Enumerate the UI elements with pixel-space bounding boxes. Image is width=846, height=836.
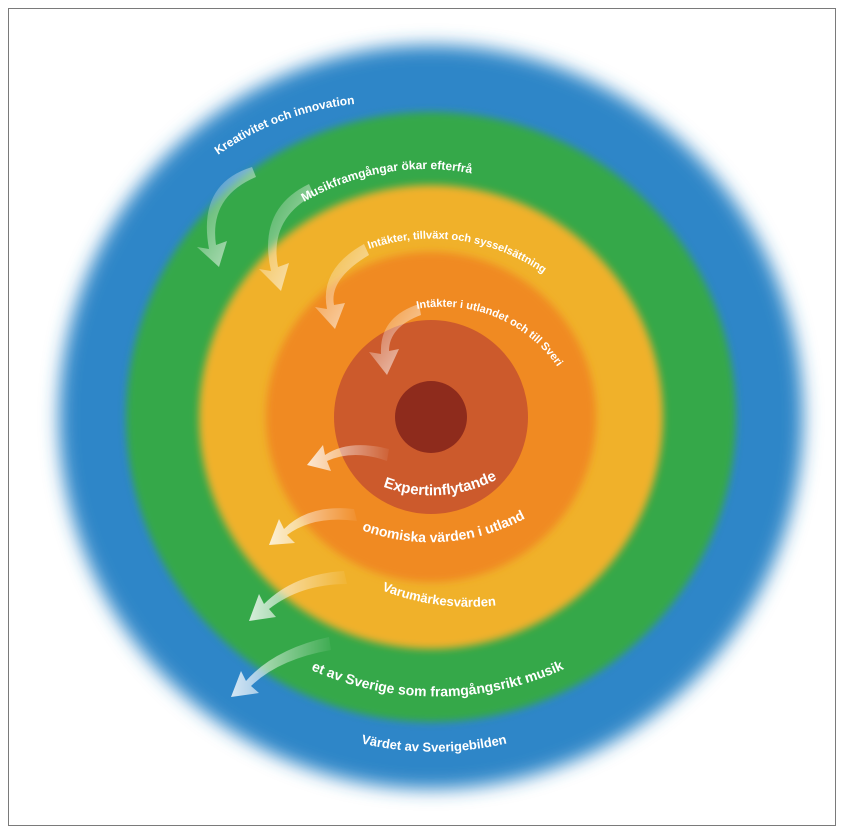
concentric-rings [59,45,803,789]
diagram-frame: Kreativitet och innovation Musikframgång… [8,8,836,826]
inward-arrow-icon [259,184,314,291]
outward-arrows [231,445,389,697]
ring-core [395,381,467,453]
outward-arrow-icon [231,637,331,697]
inward-arrow-icon [315,244,369,329]
outward-arrow-icon [249,571,347,621]
inward-arrow-icon [369,304,421,375]
outward-arrow-icon [307,445,389,471]
inward-arrow-icon [197,167,256,267]
value-ring-diagram: Kreativitet och innovation Musikframgång… [9,9,803,789]
inward-arrows [197,167,421,375]
outward-arrow-icon [269,508,357,545]
